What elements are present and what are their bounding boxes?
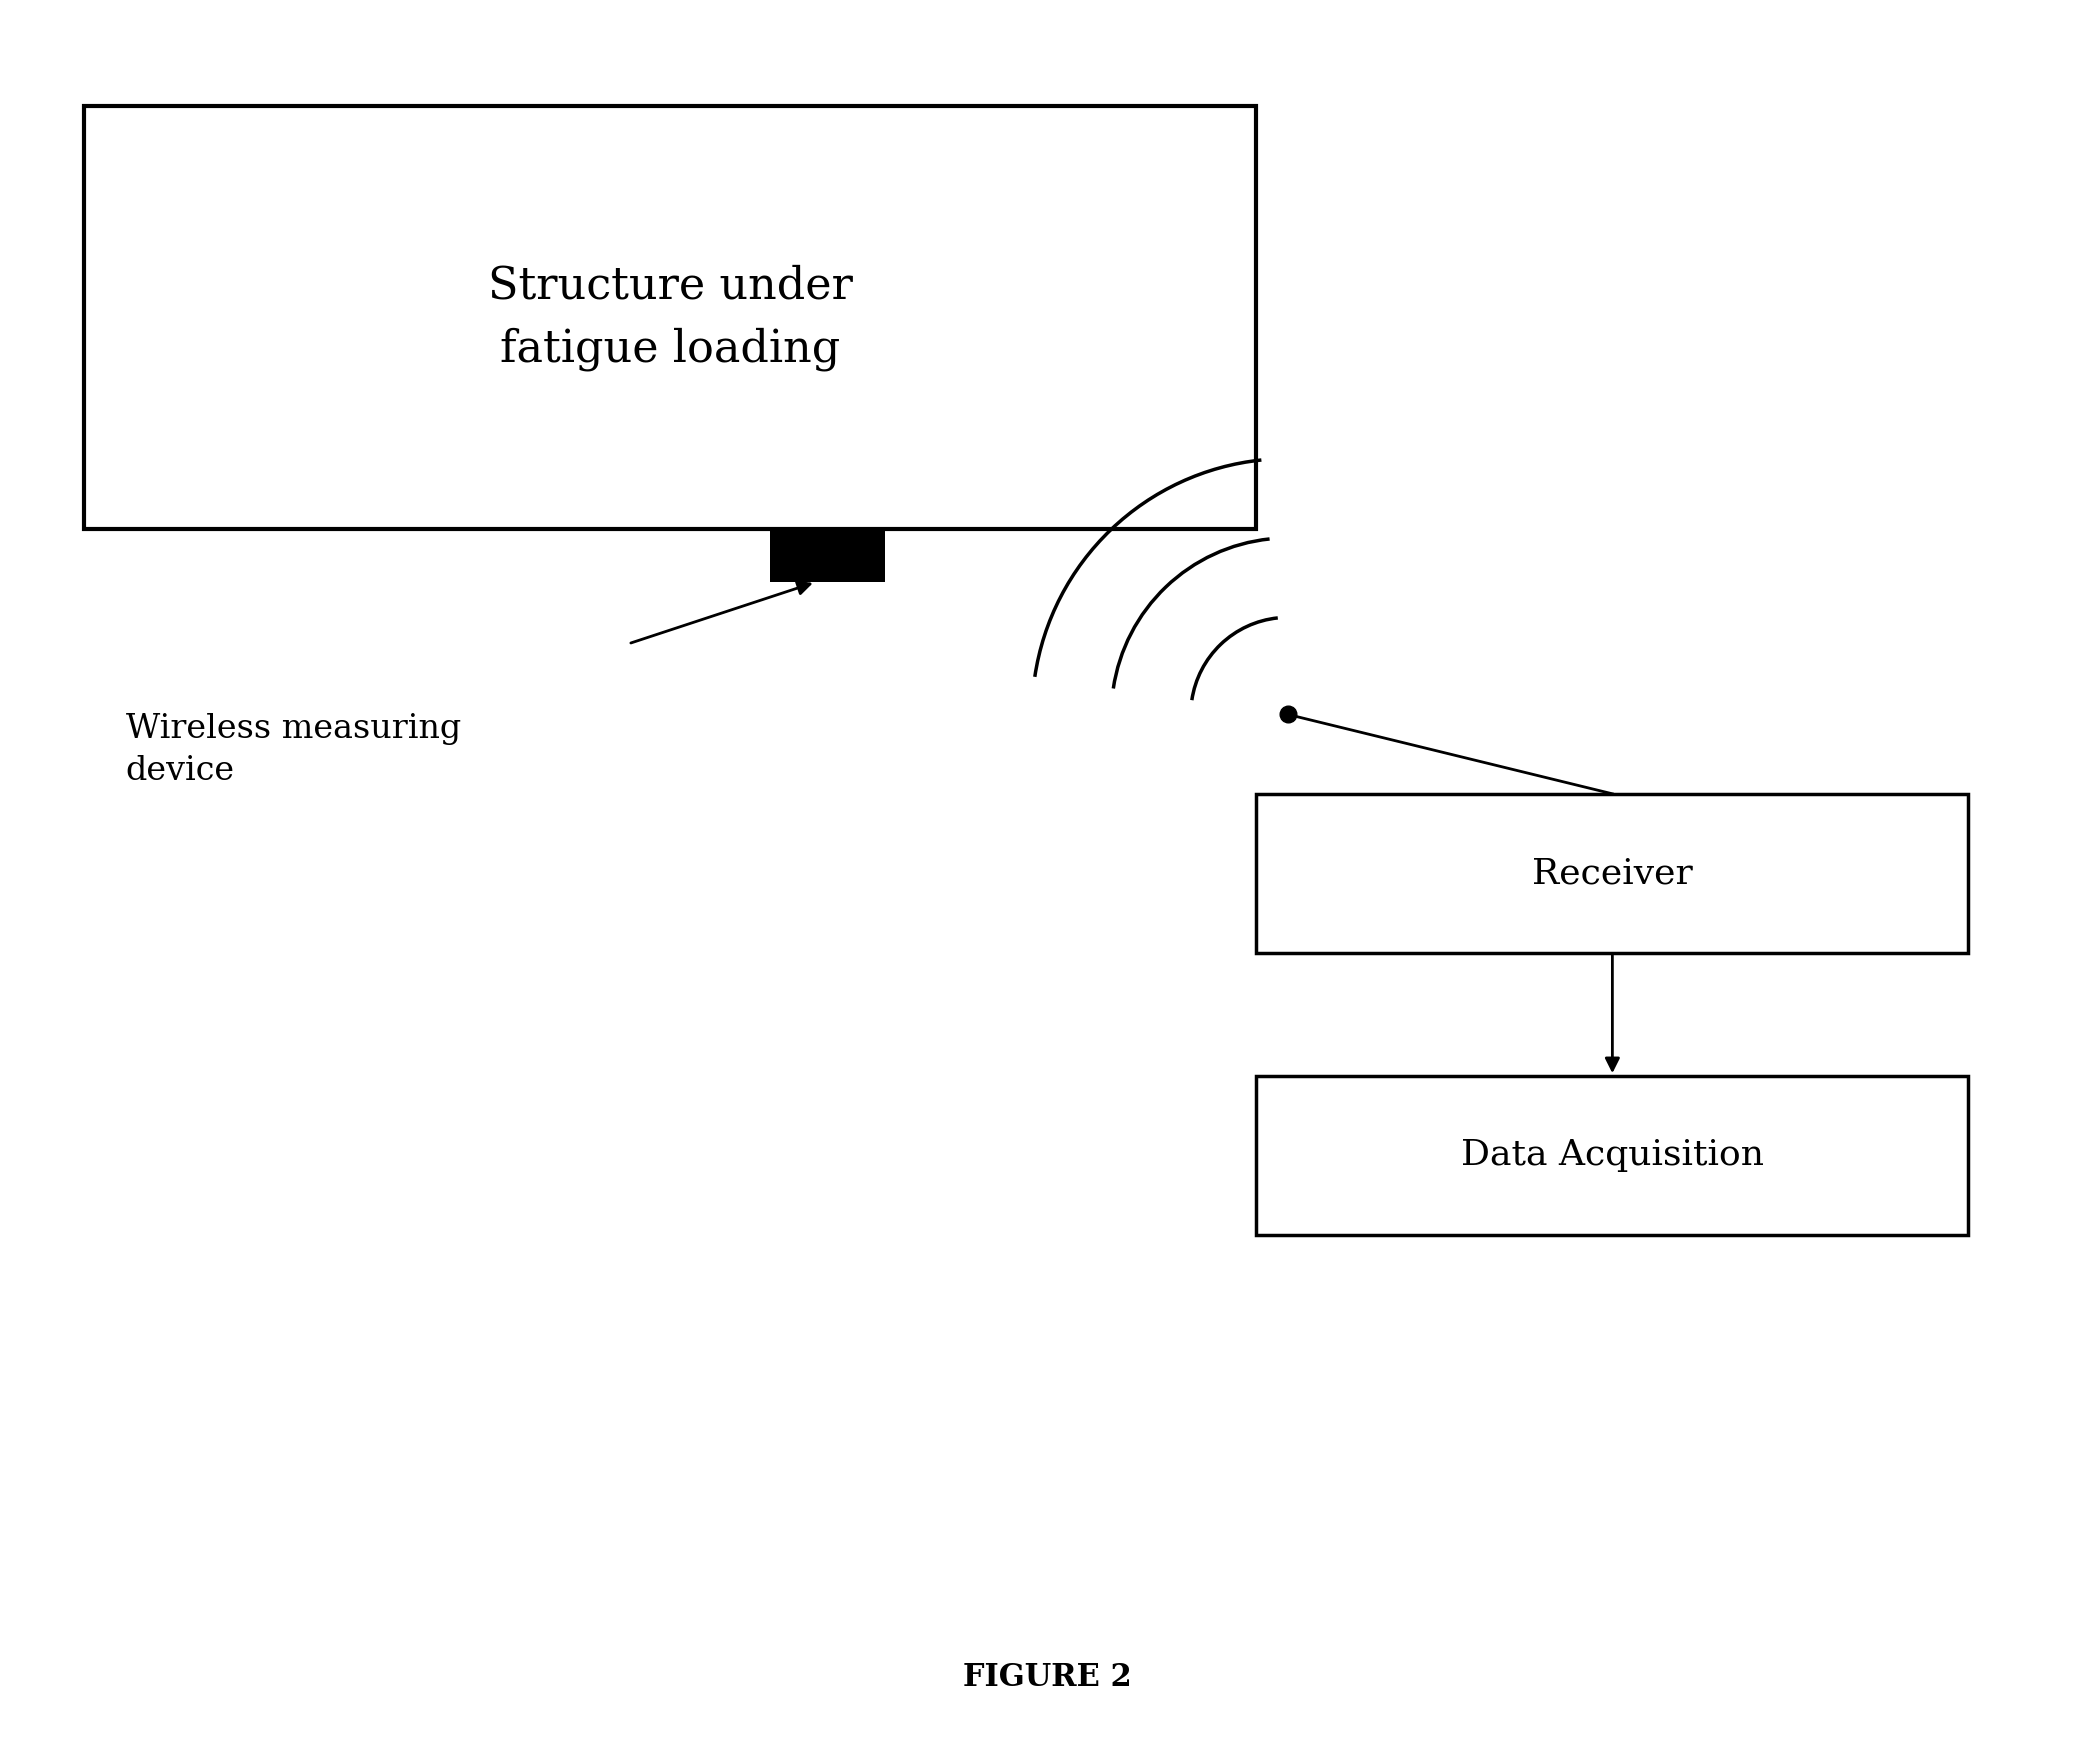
FancyBboxPatch shape [771, 529, 884, 582]
FancyBboxPatch shape [1256, 794, 1968, 953]
Text: Wireless measuring
device: Wireless measuring device [126, 713, 461, 787]
Text: Receiver: Receiver [1533, 856, 1692, 891]
Text: FIGURE 2: FIGURE 2 [963, 1662, 1131, 1693]
Text: Structure under
fatigue loading: Structure under fatigue loading [488, 265, 852, 370]
Text: Data Acquisition: Data Acquisition [1462, 1138, 1763, 1173]
FancyBboxPatch shape [84, 106, 1256, 529]
FancyBboxPatch shape [1256, 1076, 1968, 1235]
